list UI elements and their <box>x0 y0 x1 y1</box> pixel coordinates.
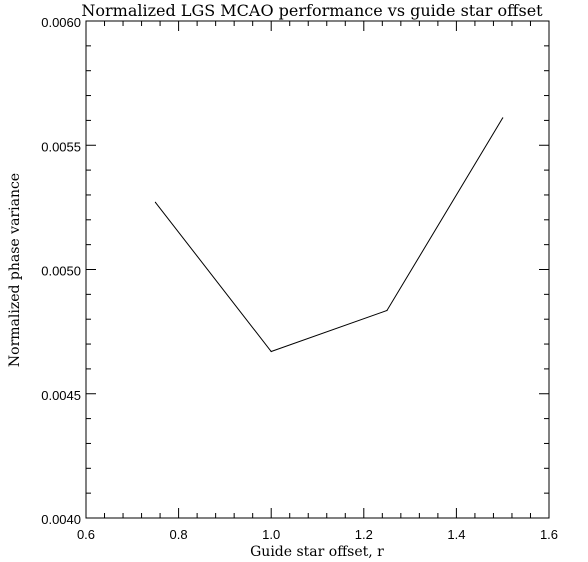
y-tick-label: 0.0055 <box>41 139 81 154</box>
data-point <box>502 117 504 119</box>
y-tick-label: 0.0050 <box>41 264 81 279</box>
x-tick-label: 1.6 <box>540 527 558 542</box>
chart-title: Normalized LGS MCAO performance vs guide… <box>81 1 543 20</box>
y-axis: 0.0040 0.0045 0.0050 0.0055 0.0060 <box>41 15 549 527</box>
data-point <box>386 309 388 312</box>
data-point <box>154 201 157 204</box>
x-axis-label: Guide star offset, r <box>250 544 384 560</box>
x-tick-label: 0.8 <box>170 527 188 542</box>
y-tick-label: 0.0060 <box>41 15 81 30</box>
x-tick-label: 0.6 <box>77 527 95 542</box>
data-point <box>270 350 272 353</box>
y-tick-label: 0.0040 <box>41 512 81 527</box>
series-line <box>155 117 504 353</box>
x-tick-label: 1.0 <box>262 527 280 542</box>
x-tick-label: 1.2 <box>355 527 373 542</box>
y-axis-label: Normalized phase variance <box>7 173 23 367</box>
plot-frame <box>85 20 550 519</box>
y-tick-label: 0.0045 <box>41 388 81 403</box>
x-axis: 0.6 0.8 1.0 1.2 1.4 1.6 <box>77 21 558 542</box>
x-tick-label: 1.4 <box>447 527 465 542</box>
series-layer <box>154 117 504 353</box>
